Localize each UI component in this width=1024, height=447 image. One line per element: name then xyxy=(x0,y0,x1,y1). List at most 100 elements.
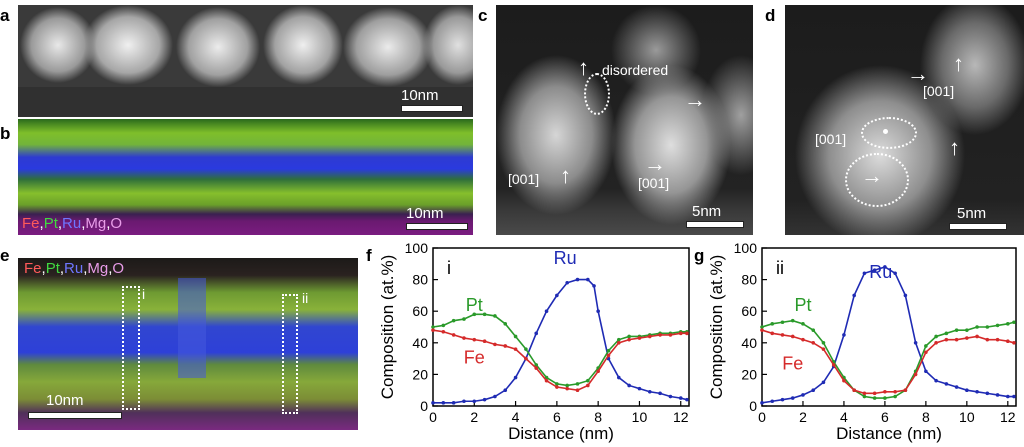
data-point-pt xyxy=(770,322,775,326)
center-dot xyxy=(883,129,888,134)
profile-label: i xyxy=(447,258,451,278)
series-label-pt: Pt xyxy=(466,295,483,315)
data-point-fe xyxy=(678,331,683,336)
data-point-fe xyxy=(913,372,918,377)
data-point-fe xyxy=(924,350,928,355)
panel-label-b: b xyxy=(0,124,11,143)
data-point-pt xyxy=(760,325,764,329)
data-point-pt xyxy=(780,320,785,325)
series-label-ru: Ru xyxy=(869,262,892,282)
data-point-pt xyxy=(472,312,477,317)
scale-label-b: 10nm xyxy=(406,205,444,222)
panel-label-f: f xyxy=(366,246,372,265)
data-point-pt xyxy=(1006,322,1010,326)
data-point-pt xyxy=(451,318,456,323)
data-point-ru xyxy=(462,399,466,404)
y-tick-label: 40 xyxy=(741,335,757,351)
data-point-pt xyxy=(883,396,887,400)
data-point-fe xyxy=(1006,339,1010,344)
data-point-ru xyxy=(780,397,785,402)
data-point-pt xyxy=(821,341,826,345)
arrow-right-icon: → xyxy=(907,61,929,86)
data-point-ru xyxy=(975,389,979,394)
x-axis-label: Distance (nm) xyxy=(836,424,942,443)
data-point-ru xyxy=(1012,394,1016,399)
data-point-pt xyxy=(575,382,580,386)
data-point-ru xyxy=(852,293,856,298)
line-label-i: i xyxy=(142,286,146,302)
data-point-fe xyxy=(954,337,959,342)
data-point-fe xyxy=(617,341,621,345)
legend-fe-b: Fe xyxy=(22,215,40,232)
scale-label-d: 5nm xyxy=(957,205,987,222)
data-point-ru xyxy=(965,388,969,392)
y-tick-label: 0 xyxy=(749,398,757,414)
data-point-fe xyxy=(668,333,673,337)
arrow-up-icon: ↑ xyxy=(560,163,571,188)
panel-b-eds-map: Fe,Pt,Ru,Mg,O 10nm xyxy=(18,119,473,235)
plot-frame xyxy=(432,247,690,407)
annotation-001-d-1: [001] xyxy=(923,83,955,99)
data-point-fe xyxy=(482,339,487,344)
data-point-fe xyxy=(770,331,775,336)
data-point-fe xyxy=(647,334,652,339)
x-axis-label: Distance (nm) xyxy=(508,424,614,443)
annotation-001-d-2: [001] xyxy=(815,131,847,147)
data-point-ru xyxy=(627,383,631,388)
data-point-pt xyxy=(617,337,621,342)
data-point-pt xyxy=(513,334,518,339)
data-point-fe xyxy=(893,389,897,394)
data-point-ru xyxy=(493,394,497,399)
legend-ru-e: Ru xyxy=(64,260,84,277)
y-tick-label: 20 xyxy=(412,366,428,382)
data-point-pt xyxy=(606,348,611,353)
data-point-ru xyxy=(596,309,600,313)
data-point-fe xyxy=(801,337,805,342)
panel-label-g: g xyxy=(694,246,705,265)
legend-pt-e: Pt xyxy=(45,260,60,277)
data-point-pt xyxy=(555,382,559,386)
legend-o-b: O xyxy=(110,215,123,232)
series-label-ru: Ru xyxy=(554,248,577,268)
x-tick-label: 2 xyxy=(470,409,478,425)
data-point-pt xyxy=(934,334,938,339)
x-tick-label: 8 xyxy=(922,409,930,425)
data-point-ru xyxy=(770,399,775,404)
data-point-fe xyxy=(934,341,938,345)
data-point-ru xyxy=(862,271,867,276)
y-tick-label: 100 xyxy=(734,240,758,256)
y-tick-label: 60 xyxy=(412,303,428,319)
data-point-pt xyxy=(924,344,928,348)
x-tick-label: 2 xyxy=(799,409,807,425)
data-point-pt xyxy=(801,322,805,326)
dotted-ellipse-d xyxy=(861,117,917,149)
dotted-circle-d xyxy=(845,153,909,207)
series-label-pt: Pt xyxy=(794,295,811,315)
annotation-001-c-2: [001] xyxy=(638,175,670,191)
data-point-fe xyxy=(811,341,816,345)
data-point-ru xyxy=(995,393,1000,397)
data-point-fe xyxy=(944,337,949,342)
data-point-fe xyxy=(760,328,764,332)
scale-bar-d xyxy=(949,223,1007,230)
scale-bar-b xyxy=(406,223,468,230)
data-point-pt xyxy=(954,328,959,332)
data-point-fe xyxy=(637,336,642,340)
legend-ru-b: Ru xyxy=(62,215,82,232)
data-point-fe xyxy=(596,369,600,374)
data-point-fe xyxy=(586,383,590,388)
data-point-pt xyxy=(985,325,990,329)
scale-bar-a xyxy=(401,105,463,112)
data-point-fe xyxy=(842,378,846,383)
data-point-fe xyxy=(903,388,908,392)
x-tick-label: 10 xyxy=(959,409,975,425)
data-point-ru xyxy=(431,401,435,405)
data-point-fe xyxy=(627,337,631,342)
annotation-001-c-1: [001] xyxy=(508,171,540,187)
data-point-ru xyxy=(513,375,518,380)
data-point-fe xyxy=(431,328,435,332)
data-point-pt xyxy=(893,394,897,399)
data-point-fe xyxy=(451,333,456,337)
y-axis-label: Composition (at.%) xyxy=(707,255,726,400)
panel-label-d: d xyxy=(765,6,776,25)
